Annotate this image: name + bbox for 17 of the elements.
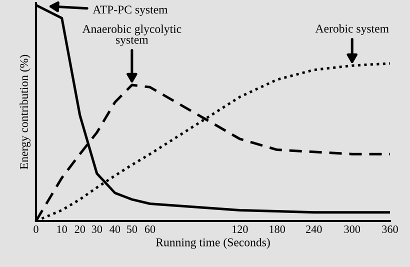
x-tick-label: 180	[270, 225, 285, 233]
y-axis-title: Energy contribution (%)	[20, 54, 30, 170]
x-tick-label: 10	[57, 225, 67, 233]
x-axis-title: Running time (Seconds)	[156, 238, 270, 249]
annotation: Aerobic system	[315, 24, 389, 36]
x-tick-label: 60	[144, 225, 156, 233]
x-tick-label: 0	[34, 225, 38, 233]
x-tick-label: 360	[382, 225, 398, 233]
x-tick-label: 40	[110, 225, 120, 233]
x-tick-label: 240	[306, 225, 322, 233]
annotation: Anaerobic glycolytic system	[82, 24, 182, 46]
x-tick-label: 50	[127, 225, 138, 233]
x-tick-label: 120	[232, 225, 248, 233]
x-tick-label: 20	[74, 225, 86, 233]
annotation: ATP-PC system	[92, 6, 168, 16]
x-tick-label: 30	[92, 225, 102, 233]
x-tick-label: 300	[344, 225, 360, 233]
